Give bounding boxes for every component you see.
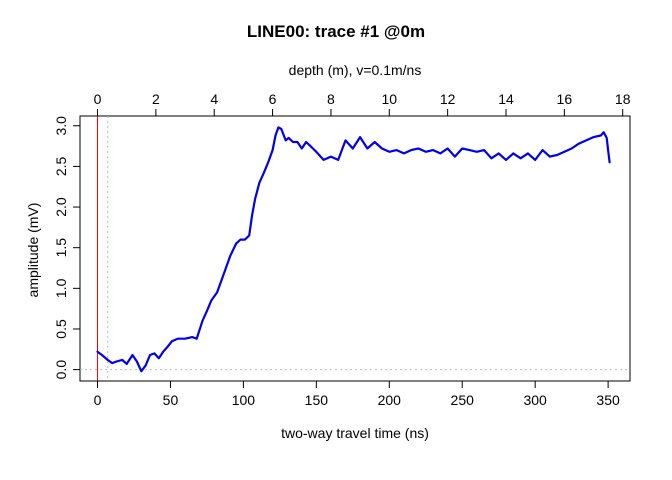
- x-tick-label: 250: [451, 392, 475, 408]
- y-tick-label: 1.0: [53, 278, 69, 298]
- top-tick-label: 14: [498, 91, 514, 107]
- plot-frame: [79, 115, 631, 382]
- amplitude-trace: [96, 126, 611, 373]
- x-tick-label: 350: [596, 392, 620, 408]
- y-axis-label: amplitude (mV): [25, 203, 41, 298]
- x-tick-label: 50: [163, 392, 179, 408]
- x-tick-label: 200: [378, 392, 402, 408]
- top-tick-label: 0: [94, 91, 102, 107]
- top-tick-label: 8: [327, 91, 335, 107]
- x-tick-label: 0: [94, 392, 102, 408]
- x-tick-label: 100: [232, 392, 256, 408]
- x-tick-label: 150: [305, 392, 329, 408]
- top-tick-label: 10: [381, 91, 397, 107]
- x-axis-label: two-way travel time (ns): [281, 425, 429, 441]
- top-axis-label: depth (m), v=0.1m/ns: [289, 62, 422, 78]
- y-tick-label: 1.5: [53, 238, 69, 258]
- x-tick-label: 300: [523, 392, 547, 408]
- y-tick-label: 3.0: [53, 116, 69, 136]
- y-tick-label: 0.5: [53, 319, 69, 339]
- top-tick-label: 12: [440, 91, 456, 107]
- top-tick-label: 6: [269, 91, 277, 107]
- top-tick-label: 2: [152, 91, 160, 107]
- y-tick-label: 2.5: [53, 156, 69, 176]
- y-tick-label: 2.0: [53, 197, 69, 217]
- top-tick-label: 18: [615, 91, 631, 107]
- top-tick-label: 16: [557, 91, 573, 107]
- y-tick-label: 0.0: [53, 360, 69, 380]
- chart-title: LINE00: trace #1 @0m: [247, 22, 425, 41]
- chart-elements: 0 50 100 150 200 250 300 350 0 2 4 6 8 10 12 14 16 18 0.0 0…: [53, 91, 631, 408]
- top-tick-label: 4: [210, 91, 218, 107]
